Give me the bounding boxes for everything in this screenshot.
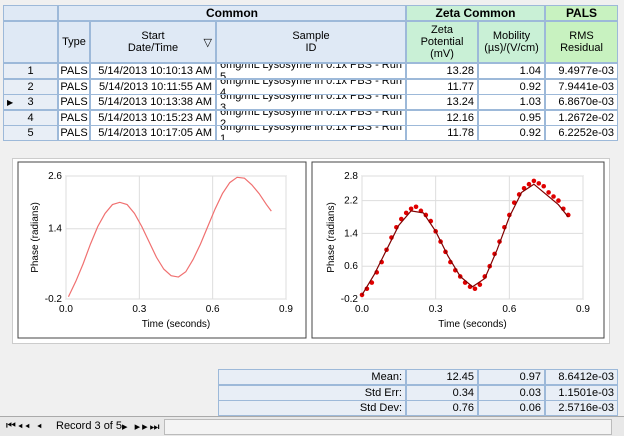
summary-cell: 0.06	[478, 400, 545, 416]
record-label: Record 3 of 5	[56, 420, 122, 432]
cell: 5/14/2013 10:13:38 AM	[90, 94, 216, 110]
x-tick-label: 0.9	[279, 304, 293, 315]
point	[473, 286, 478, 291]
cell: 0.92	[478, 79, 545, 95]
point	[546, 190, 551, 195]
cell: 11.77	[406, 79, 478, 95]
point	[537, 181, 542, 186]
cell: 12.16	[406, 110, 478, 126]
cell: 0.95	[478, 110, 545, 126]
cell: 1.04	[478, 63, 545, 79]
column-header: Zeta Potential (mV)	[406, 21, 478, 63]
column-header: Sample ID	[216, 21, 406, 63]
corner	[3, 5, 58, 21]
summary-cell: 0.76	[406, 400, 478, 416]
cell: 6.8670e-03	[545, 94, 618, 110]
y-tick-label: 2.8	[344, 171, 358, 182]
x-tick-label: 0.0	[59, 304, 73, 315]
cell: 13.28	[406, 63, 478, 79]
corner	[3, 21, 58, 63]
x-tick-label: 0.3	[132, 304, 146, 315]
cell: 11.78	[406, 125, 478, 141]
cell: 6mg/mL Lysosyme in 0.1x PBS - Run 1	[216, 125, 406, 141]
scrollbar[interactable]	[164, 419, 612, 435]
y-axis-label: Phase (radians)	[30, 202, 41, 273]
column-header: RMS Residual	[545, 21, 618, 63]
group-header: Zeta Common	[406, 5, 545, 21]
cell: 5/14/2013 10:11:55 AM	[90, 79, 216, 95]
x-axis-label: Time (seconds)	[438, 319, 507, 330]
x-tick-label: 0.0	[355, 304, 369, 315]
summary-cell: 1.1501e-03	[545, 385, 618, 401]
point	[556, 198, 561, 203]
cell: 6mg/mL Lysosyme in 0.1x PBS - Run 5	[216, 63, 406, 79]
cell: 6mg/mL Lysosyme in 0.1x PBS - Run 2	[216, 110, 406, 126]
nav-bar: ⏮◂◂ ◂ Record 3 of 5 ▸ ▸▸⏭ ✱	[0, 416, 624, 436]
column-header: Start Date/Time▽	[90, 21, 216, 63]
cell: 13.24	[406, 94, 478, 110]
summary-cell: 0.03	[478, 385, 545, 401]
cell: 5/14/2013 10:15:23 AM	[90, 110, 216, 126]
column-header: Type	[58, 21, 90, 63]
x-tick-label: 0.9	[576, 304, 590, 315]
x-tick-label: 0.3	[429, 304, 443, 315]
filter-icon[interactable]: ▽	[204, 36, 212, 49]
cell: 1.2672e-02	[545, 110, 618, 126]
x-axis-label: Time (seconds)	[142, 319, 211, 330]
cell: PALS	[58, 94, 90, 110]
summary-cell: Mean:	[218, 369, 406, 385]
cell: PALS	[58, 79, 90, 95]
y-axis-label: Phase (radians)	[326, 202, 337, 273]
y-tick-label: 1.4	[344, 228, 358, 239]
column-header: Mobility (µs)/(V/cm)	[478, 21, 545, 63]
cell: PALS	[58, 110, 90, 126]
summary-cell: 0.34	[406, 385, 478, 401]
row-number: 5	[3, 125, 58, 141]
cell: 7.9441e-03	[545, 79, 618, 95]
cell: 6mg/mL Lysosyme in 0.1x PBS - Run 4	[216, 79, 406, 95]
cell: PALS	[58, 63, 90, 79]
row-number: 1	[3, 63, 58, 79]
row-number: 4	[3, 110, 58, 126]
point	[414, 204, 419, 209]
point	[541, 184, 546, 189]
y-tick-label: 2.6	[48, 171, 62, 182]
cell: 9.4977e-03	[545, 63, 618, 79]
group-header: PALS	[545, 5, 618, 21]
cell: 6.2252e-03	[545, 125, 618, 141]
summary-cell: 0.97	[478, 369, 545, 385]
summary-cell: Std Dev:	[218, 400, 406, 416]
cell: 0.92	[478, 125, 545, 141]
y-tick-label: 2.2	[344, 196, 358, 207]
summary-cell: 8.6412e-03	[545, 369, 618, 385]
point	[532, 179, 537, 184]
row-number: 2	[3, 79, 58, 95]
row-selector: ▶	[7, 98, 13, 107]
summary-cell: 12.45	[406, 369, 478, 385]
summary-cell: Std Err:	[218, 385, 406, 401]
x-tick-label: 0.6	[502, 304, 516, 315]
point	[551, 194, 556, 199]
x-tick-label: 0.6	[206, 304, 220, 315]
cell: 5/14/2013 10:10:13 AM	[90, 63, 216, 79]
cell: 6mg/mL Lysosyme in 0.1x PBS - Run 3	[216, 94, 406, 110]
cell: 5/14/2013 10:17:05 AM	[90, 125, 216, 141]
nav-first-prev[interactable]: ⏮◂◂ ◂	[6, 420, 44, 433]
y-tick-label: 0.6	[344, 261, 358, 272]
cell: 1.03	[478, 94, 545, 110]
group-header: Common	[58, 5, 406, 21]
cell: PALS	[58, 125, 90, 141]
y-tick-label: 1.4	[48, 224, 62, 235]
row-number: 3▶	[3, 94, 58, 110]
summary-cell: 2.5716e-03	[545, 400, 618, 416]
